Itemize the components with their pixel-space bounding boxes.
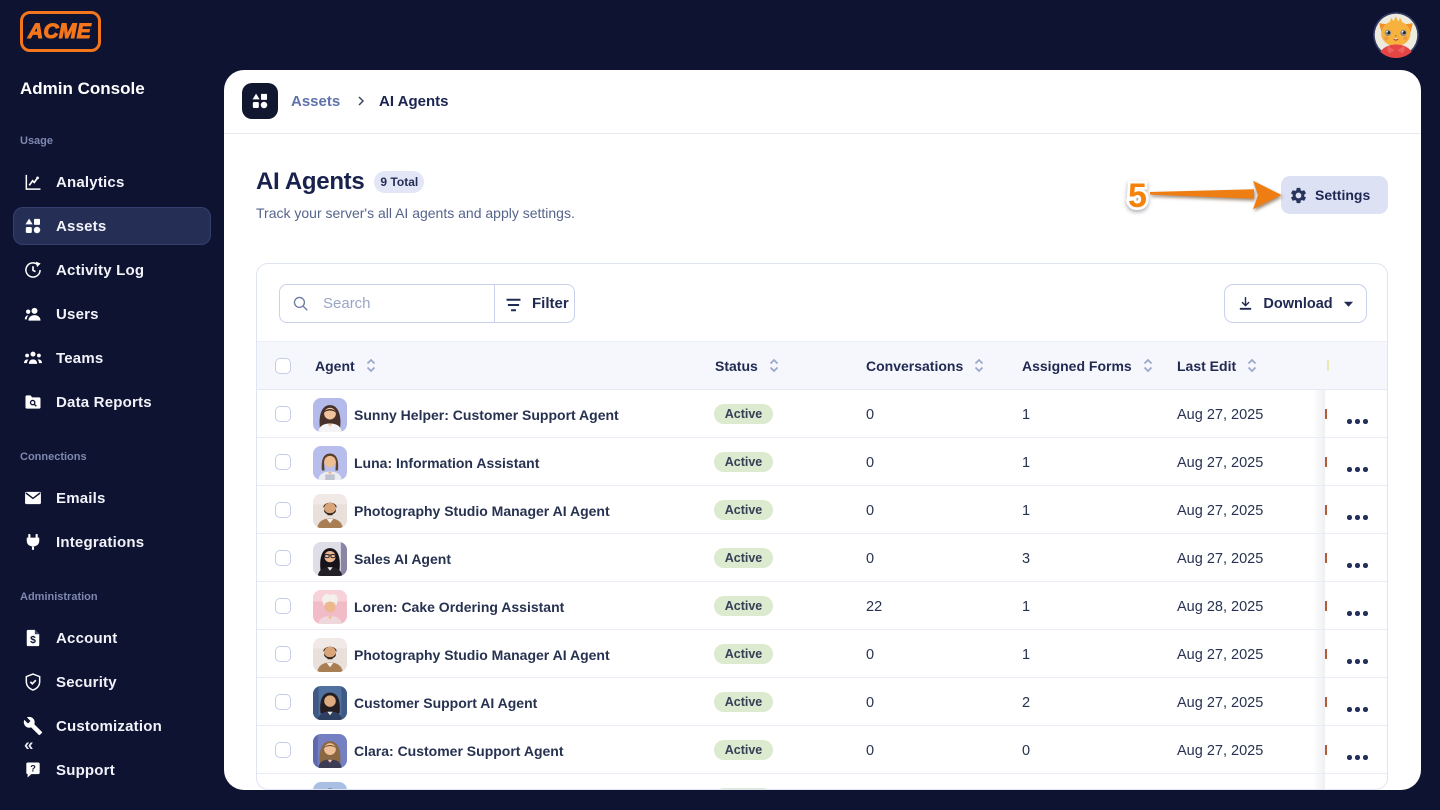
- svg-text:$: $: [30, 635, 36, 646]
- svg-text:?: ?: [30, 764, 36, 774]
